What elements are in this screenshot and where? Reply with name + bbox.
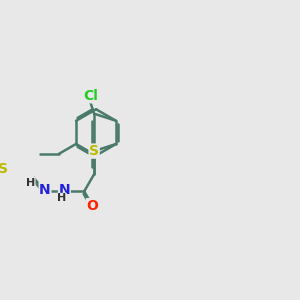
Text: Cl: Cl [83,89,98,103]
Text: N: N [58,183,70,196]
Text: S: S [89,144,99,158]
Text: N: N [39,183,51,196]
Text: S: S [0,162,8,176]
Text: O: O [86,199,98,213]
Text: H: H [26,178,35,188]
Text: H: H [57,194,66,203]
